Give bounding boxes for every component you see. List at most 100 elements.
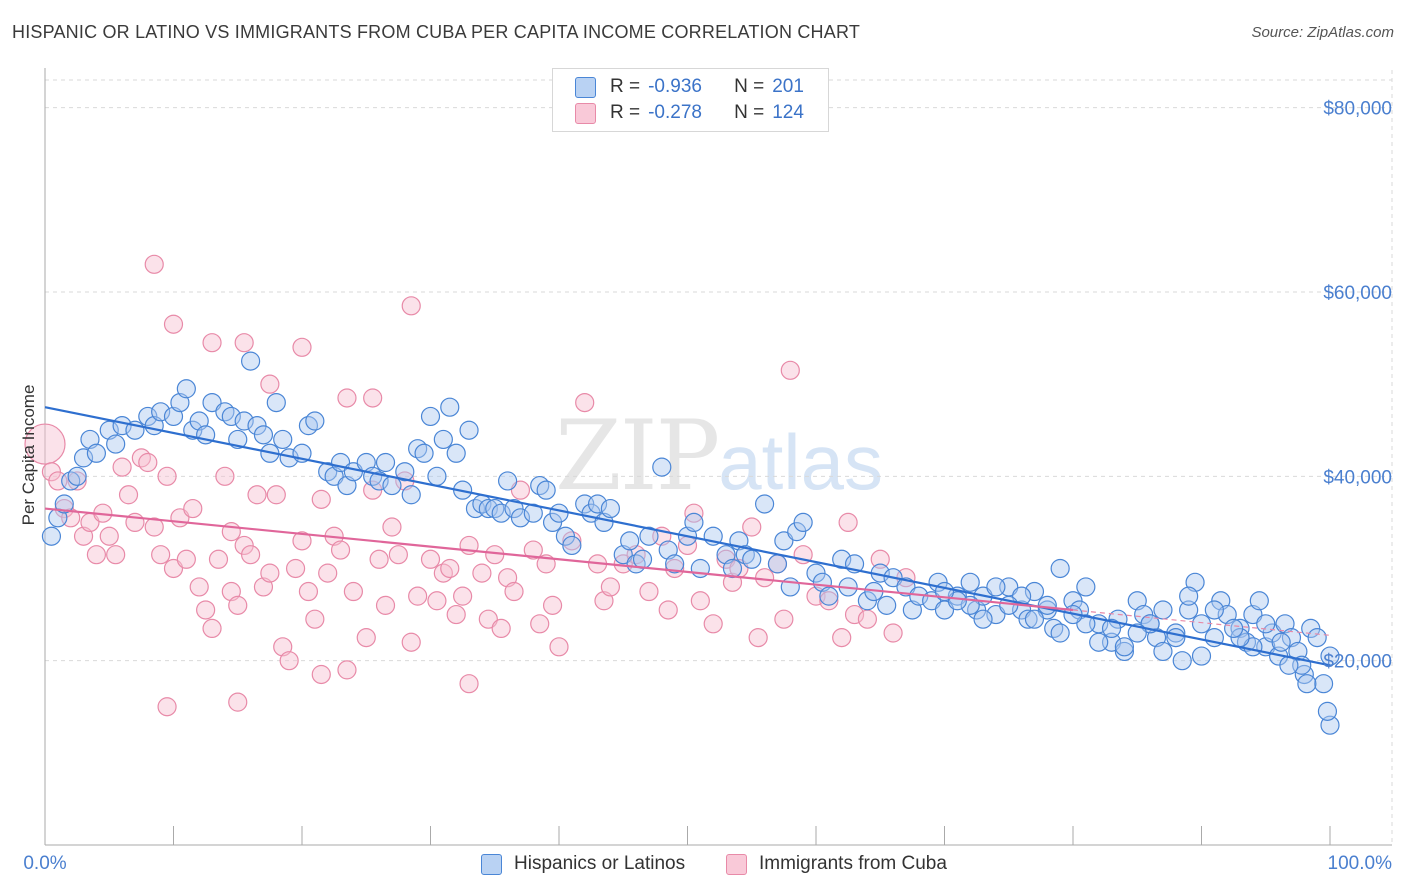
y-axis-label: Per Capita Income	[19, 385, 38, 526]
point-cuba	[459, 674, 479, 694]
point-cuba	[208, 549, 229, 569]
y-tick-label: $80,000	[1323, 99, 1392, 120]
trend-line-hispanic	[44, 406, 1331, 667]
point-hispanic	[562, 535, 582, 556]
source-credit: Source: ZipAtlas.com	[1251, 24, 1394, 41]
point-hispanic	[793, 512, 813, 533]
point-cuba	[24, 423, 66, 465]
point-cuba	[202, 618, 222, 639]
point-cuba	[285, 558, 306, 579]
point-cuba	[106, 545, 126, 565]
legend-row-cuba: R = -0.278 N = 124	[575, 100, 804, 126]
point-cuba	[292, 337, 312, 357]
r-value: -0.278	[648, 102, 702, 123]
point-cuba	[183, 498, 203, 519]
point-cuba	[241, 545, 261, 565]
point-hispanic	[1076, 577, 1096, 597]
point-hispanic	[877, 595, 897, 615]
point-cuba	[202, 333, 222, 353]
r-label: R =	[610, 102, 641, 123]
point-cuba	[228, 692, 248, 712]
watermark: ZIPatlas	[555, 400, 883, 512]
legend-item-hispanics: Hispanics or Latinos	[481, 853, 685, 875]
legend-swatch-pink	[726, 853, 747, 875]
point-hispanic	[1018, 609, 1038, 629]
point-hispanic	[414, 443, 434, 463]
point-cuba	[446, 604, 466, 625]
point-hispanic	[1307, 628, 1327, 648]
n-value: 124	[772, 102, 804, 123]
point-hispanic	[106, 434, 126, 454]
point-hispanic	[241, 351, 261, 371]
point-hispanic	[86, 443, 107, 463]
point-hispanic	[722, 558, 743, 579]
point-hispanic	[176, 379, 196, 399]
point-cuba	[401, 632, 421, 652]
point-hispanic	[1224, 618, 1244, 639]
point-cuba	[151, 545, 171, 565]
point-cuba	[144, 254, 164, 274]
trend-line-cuba	[44, 507, 1074, 612]
point-cuba	[311, 489, 331, 509]
axes	[44, 68, 1392, 846]
point-cuba	[600, 577, 621, 597]
point-cuba	[485, 545, 505, 565]
point-hispanic	[1179, 600, 1199, 620]
point-hispanic	[41, 526, 62, 546]
point-cuba	[472, 563, 492, 583]
point-cuba	[298, 581, 319, 602]
point-hispanic	[652, 457, 672, 477]
point-cuba	[356, 628, 376, 648]
legend-label-hispanics: Hispanics or Latinos	[514, 853, 686, 874]
point-cuba	[189, 577, 209, 597]
point-cuba	[118, 485, 139, 505]
y-tick-label: $60,000	[1323, 283, 1392, 304]
point-hispanic	[420, 406, 441, 427]
legend-swatch-blue	[575, 76, 596, 98]
point-hispanic	[221, 406, 241, 427]
point-cuba	[844, 604, 865, 625]
point-cuba	[279, 651, 299, 671]
point-hispanic	[742, 549, 762, 569]
point-hispanic	[1114, 637, 1135, 657]
point-cuba	[883, 623, 903, 643]
point-cuba	[86, 545, 107, 565]
point-cuba	[408, 586, 428, 606]
point-hispanic	[440, 397, 460, 417]
point-cuba	[157, 697, 177, 717]
point-cuba	[375, 595, 396, 615]
point-hispanic	[1024, 581, 1045, 602]
point-hispanic	[253, 425, 274, 445]
point-hispanic	[491, 503, 511, 523]
point-cuba	[292, 531, 312, 551]
point-cuba	[318, 563, 338, 583]
legend-swatch-pink	[575, 102, 596, 124]
y-tick-label: $40,000	[1323, 467, 1392, 488]
point-cuba	[247, 485, 267, 505]
point-cuba	[157, 466, 177, 486]
point-hispanic	[151, 402, 171, 422]
n-label: N =	[734, 102, 765, 123]
point-hispanic	[375, 452, 396, 473]
n-value: 201	[772, 76, 804, 97]
n-label: N =	[734, 76, 765, 97]
point-hispanic	[1050, 623, 1070, 643]
point-hispanic	[1204, 600, 1224, 620]
point-cuba	[665, 558, 685, 579]
point-hispanic	[1153, 600, 1173, 620]
watermark-atlas: atlas	[718, 418, 883, 506]
point-cuba	[382, 517, 402, 537]
point-hispanic	[549, 503, 569, 523]
point-cuba	[549, 637, 569, 657]
point-hispanic	[433, 429, 453, 450]
point-cuba	[363, 388, 383, 408]
point-cuba	[780, 360, 800, 380]
point-hispanic	[401, 485, 421, 505]
point-cuba	[260, 374, 280, 394]
point-hispanic	[587, 494, 608, 514]
point-cuba	[440, 558, 460, 579]
grid-lines	[45, 70, 1393, 845]
point-hispanic	[446, 443, 466, 463]
point-cuba	[234, 333, 254, 353]
point-cuba	[504, 581, 524, 602]
